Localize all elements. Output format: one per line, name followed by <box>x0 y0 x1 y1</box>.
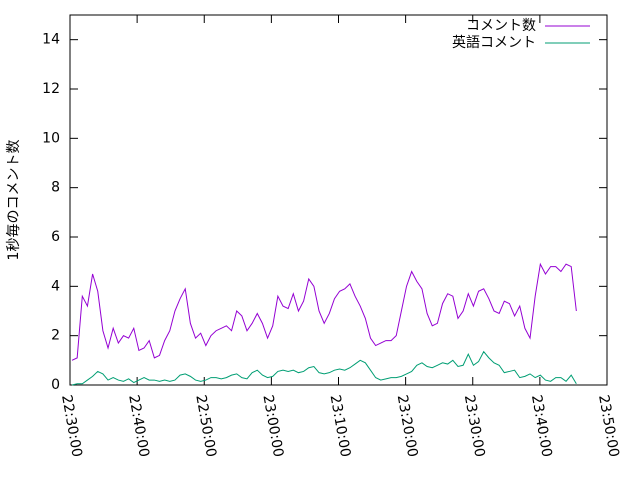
x-tick-label: 23:10:00 <box>327 394 354 459</box>
y-tick-label: 4 <box>51 278 60 294</box>
series-line <box>71 262 577 361</box>
legend-label: コメント数 <box>466 18 536 34</box>
x-tick-label: 22:30:00 <box>58 394 85 459</box>
x-tick-label: 22:40:00 <box>125 394 152 459</box>
x-tick-label: 23:30:00 <box>461 394 488 459</box>
y-tick-label: 14 <box>42 32 60 48</box>
y-tick-label: 12 <box>42 81 60 97</box>
x-tick-label: 23:50:00 <box>595 394 622 459</box>
legend-label: 英語コメント <box>452 34 536 51</box>
plot-border <box>69 14 608 386</box>
y-tick-label: 8 <box>51 180 60 196</box>
x-tick-label: 23:20:00 <box>394 394 421 459</box>
y-tick-label: 6 <box>51 229 60 245</box>
y-tick-label: 0 <box>51 377 60 393</box>
y-tick-label: 10 <box>42 130 60 146</box>
x-tick-label: 22:50:00 <box>192 394 219 459</box>
series-line <box>71 350 577 386</box>
y-tick-label: 2 <box>51 328 60 344</box>
x-tick-label: 23:00:00 <box>259 394 286 459</box>
y-axis-label: 1秒毎のコメント数 <box>6 140 22 261</box>
x-tick-label: 23:40:00 <box>528 394 555 459</box>
